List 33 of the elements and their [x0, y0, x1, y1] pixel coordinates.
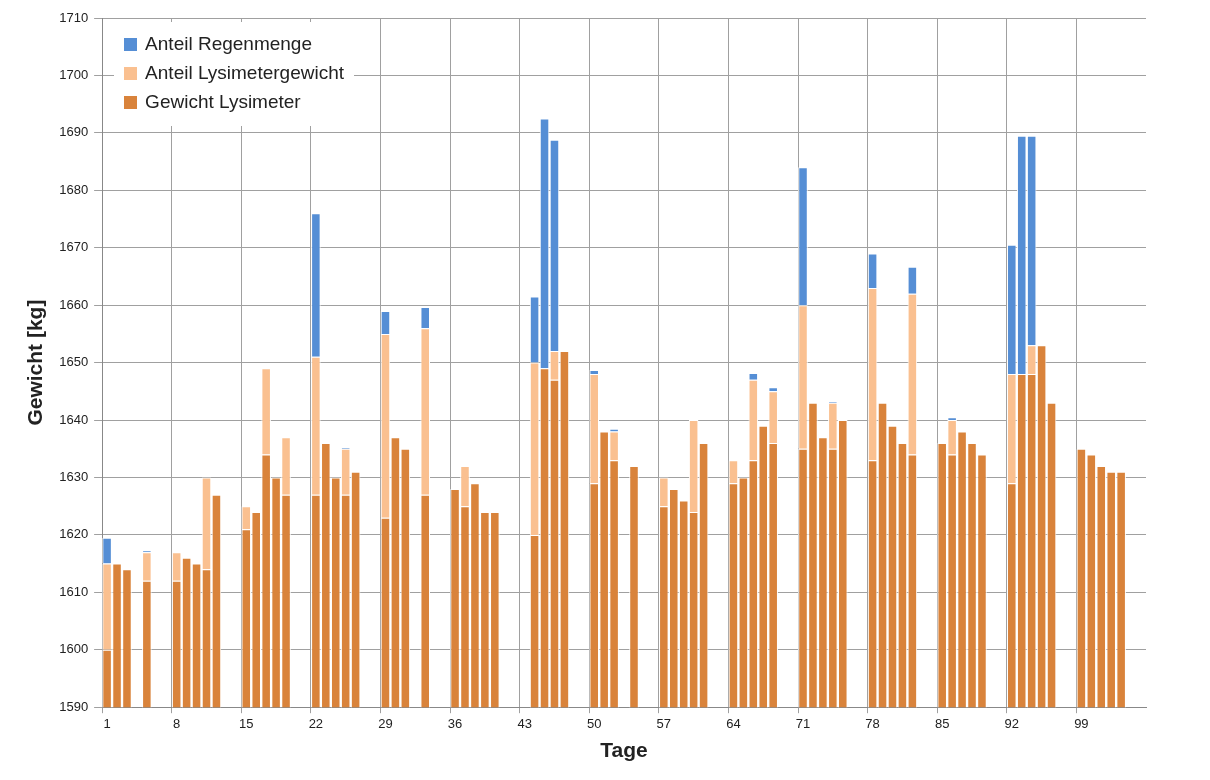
x-tick-label: 78 — [865, 715, 880, 731]
y-tick-label: 1630 — [59, 469, 89, 485]
y-tick-label: 1690 — [59, 124, 89, 140]
y-tick-label: 1620 — [59, 526, 89, 542]
x-axis-title: Tage — [600, 738, 648, 762]
y-axis-title: Gewicht [kg] — [23, 299, 47, 426]
x-tick-label: 29 — [378, 715, 393, 731]
x-tick-label: 50 — [587, 715, 602, 731]
y-tick-label: 1710 — [59, 9, 89, 25]
x-tick-label: 1 — [103, 715, 111, 731]
x-tick-label: 99 — [1074, 715, 1089, 731]
y-tick-label: 1660 — [59, 296, 89, 312]
x-tick-label: 36 — [447, 715, 463, 731]
y-tick-label: 1590 — [59, 698, 89, 714]
y-tick-label: 1640 — [59, 411, 89, 427]
legend-label: Anteil Regenmenge — [145, 33, 312, 55]
y-tick-label: 1670 — [59, 239, 89, 255]
x-tick-label: 8 — [173, 715, 181, 731]
x-tick-label: 57 — [656, 715, 672, 731]
x-tick-label: 43 — [517, 715, 532, 731]
x-tick-label: 71 — [795, 715, 811, 731]
y-tick-label: 1610 — [59, 583, 89, 599]
x-tick-label: 85 — [934, 715, 950, 731]
y-tick-label: 1700 — [59, 67, 89, 83]
x-tick-label: 22 — [308, 715, 324, 731]
x-tick-label: 92 — [1004, 715, 1020, 731]
y-tick-label: 1600 — [59, 641, 89, 657]
y-tick-label: 1680 — [59, 181, 89, 197]
legend-label: Anteil Lysimetergewicht — [145, 62, 344, 84]
x-tick-label: 64 — [726, 715, 741, 731]
x-tick-label: 15 — [239, 715, 254, 731]
legend-label: Gewicht Lysimeter — [145, 91, 301, 113]
y-tick-label: 1650 — [59, 354, 89, 370]
